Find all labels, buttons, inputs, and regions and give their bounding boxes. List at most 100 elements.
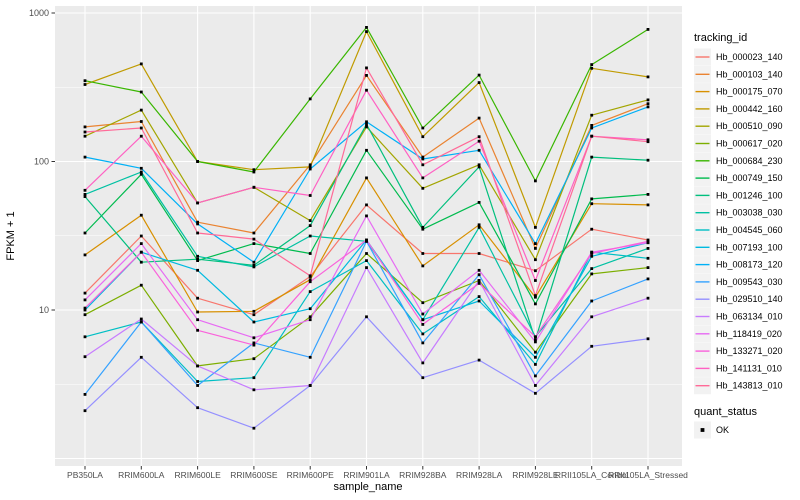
data-point <box>83 253 87 257</box>
data-point <box>83 79 87 83</box>
legend-item: Hb_143813_010 <box>694 377 783 395</box>
legend-label: Hb_001246_100 <box>716 190 783 200</box>
data-point <box>534 391 537 395</box>
data-point <box>139 120 143 123</box>
data-point <box>646 241 650 245</box>
x-tick-label: RRII105LA_Control <box>555 470 629 480</box>
data-point <box>421 227 425 231</box>
data-point <box>83 83 87 86</box>
data-point <box>196 318 199 322</box>
x-tick-label: RRIM600LA <box>118 470 165 480</box>
data-point <box>83 409 87 413</box>
y-tick-label: 10 <box>39 305 49 315</box>
data-point <box>365 30 368 33</box>
data-point <box>365 148 368 152</box>
data-point <box>139 355 143 359</box>
legend-tracking-id: Hb_000023_140 Hb_000103_140 Hb_000175_070 H… <box>694 48 783 395</box>
data-point <box>534 335 537 339</box>
legend-item: Hb_118419_020 <box>694 325 782 343</box>
data-point <box>308 278 312 282</box>
data-point <box>139 90 143 94</box>
data-point <box>534 294 537 297</box>
legend-label: Hb_143813_010 <box>716 381 783 391</box>
x-tick-label: PB350LA <box>67 470 103 480</box>
x-tick-label: RRIM928BA <box>399 470 447 480</box>
data-point <box>365 176 368 180</box>
data-point <box>308 355 312 359</box>
data-point <box>196 268 199 272</box>
data-point <box>646 203 650 207</box>
data-point <box>477 148 481 152</box>
data-point <box>252 185 256 189</box>
legend-item: Hb_009543_030 <box>694 273 783 291</box>
legend-item: Hb_001246_100 <box>694 186 783 204</box>
data-point <box>421 163 425 167</box>
data-point <box>139 260 143 264</box>
legend-label: Hb_118419_020 <box>716 329 782 339</box>
data-point <box>83 393 87 396</box>
data-point <box>252 341 256 345</box>
data-point <box>646 158 650 162</box>
legend-item: Hb_004545_060 <box>694 221 783 239</box>
grid-minor <box>55 86 682 385</box>
data-point <box>646 239 650 243</box>
data-point <box>477 282 481 285</box>
data-point <box>646 28 650 31</box>
data-point <box>196 380 199 383</box>
data-point <box>139 172 143 176</box>
data-point <box>534 363 537 366</box>
legend-item: Hb_029510_140 <box>694 290 783 308</box>
data-point <box>83 306 87 310</box>
data-point <box>365 259 368 262</box>
data-point <box>534 279 537 282</box>
data-point <box>252 336 256 340</box>
data-point <box>534 179 537 183</box>
data-point <box>252 376 256 380</box>
x-axis-title: sample_name <box>333 481 402 493</box>
legend-label: Hb_000749_150 <box>716 173 783 183</box>
data-point <box>308 318 312 322</box>
data-point <box>590 344 594 348</box>
data-point <box>421 155 425 159</box>
legend-item: Hb_007193_100 <box>694 238 783 256</box>
data-point <box>646 296 650 300</box>
data-point <box>83 134 87 138</box>
data-point <box>477 299 481 303</box>
data-point <box>308 274 312 278</box>
legend-label: Hb_007193_100 <box>716 242 783 252</box>
data-point <box>534 269 537 273</box>
data-point <box>365 238 368 242</box>
legend-title-quant-status: quant_status <box>694 406 757 418</box>
data-point <box>477 268 481 272</box>
data-point <box>196 259 199 262</box>
data-point <box>421 376 425 380</box>
data-point <box>308 97 312 101</box>
data-point <box>139 166 143 170</box>
legend-item: Hb_063134_010 <box>694 308 783 325</box>
data-point <box>590 315 594 319</box>
data-point <box>83 313 87 317</box>
data-point <box>139 170 143 174</box>
data-point <box>252 263 256 267</box>
data-point <box>365 252 368 255</box>
data-point <box>477 358 481 362</box>
data-point <box>590 252 594 255</box>
data-point <box>590 202 594 206</box>
x-tick-label: RRII105LA_Stressed <box>608 470 688 480</box>
data-point <box>196 296 199 300</box>
data-point <box>590 227 594 231</box>
data-point <box>646 193 650 196</box>
data-point <box>308 280 312 284</box>
data-point <box>477 223 481 227</box>
data-point <box>421 157 425 161</box>
data-point <box>139 234 143 238</box>
legend-label: Hb_008173_120 <box>716 260 783 270</box>
data-point <box>139 320 143 324</box>
data-point <box>139 213 143 217</box>
data-point <box>252 242 256 245</box>
data-point <box>534 302 537 306</box>
data-point <box>421 176 425 180</box>
data-point <box>477 81 481 84</box>
data-point <box>590 63 594 66</box>
